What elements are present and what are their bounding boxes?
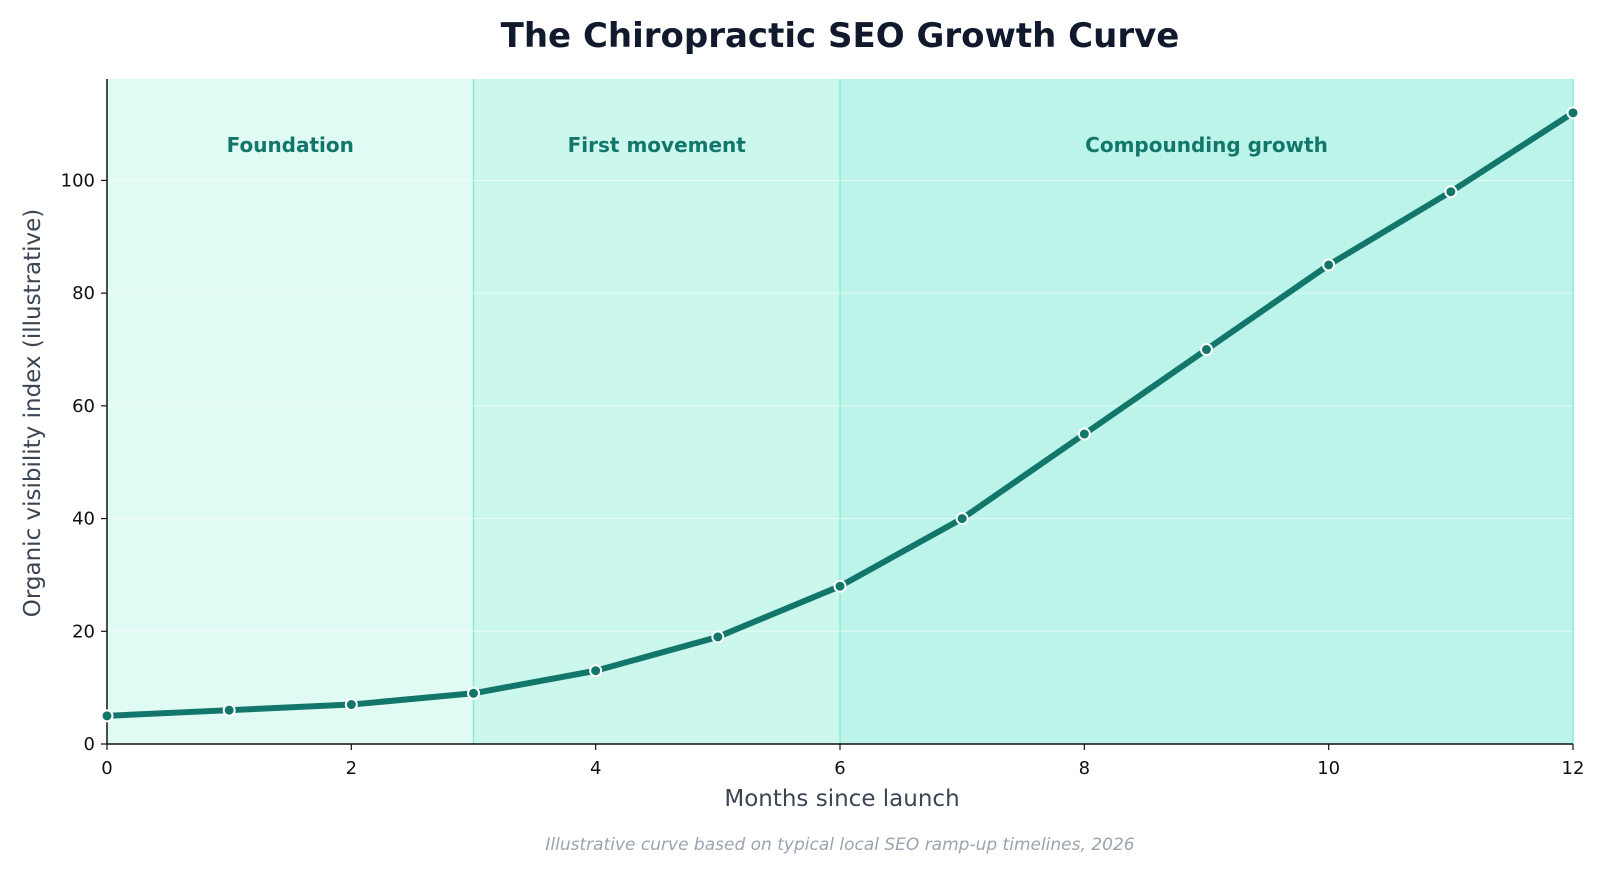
phase-label: Foundation [227, 133, 354, 157]
y-tick-label: 20 [72, 621, 95, 642]
y-tick-label: 60 [72, 396, 95, 417]
phase-label: Compounding growth [1085, 133, 1328, 157]
chart-caption: Illustrative curve based on typical loca… [545, 835, 1134, 855]
y-axis-label: Organic visibility index (illustrative) [20, 209, 46, 618]
x-tick-label: 2 [346, 758, 357, 779]
data-point [833, 579, 847, 593]
data-point [1077, 427, 1091, 441]
data-point [344, 698, 358, 712]
y-tick-label: 80 [72, 283, 95, 304]
phase-band [473, 79, 840, 744]
y-tick-label: 100 [61, 170, 95, 191]
x-tick-label: 4 [590, 758, 601, 779]
data-point [1444, 185, 1458, 199]
x-tick-label: 6 [834, 758, 845, 779]
grid-lines [107, 179, 1573, 632]
x-tick-label: 10 [1317, 758, 1340, 779]
phase-bands [107, 79, 1574, 744]
phase-band [107, 79, 474, 744]
data-point [467, 686, 480, 700]
x-tick-label: 0 [101, 758, 112, 779]
data-point [1200, 343, 1213, 357]
data-point [711, 630, 725, 644]
data-point [955, 512, 969, 526]
data-point [589, 664, 603, 678]
data-point [100, 709, 114, 723]
phase-label: First movement [568, 133, 747, 157]
y-tick-label: 40 [72, 509, 95, 530]
y-tick-label: 0 [84, 734, 95, 755]
phase-labels: Foundation First movement Compounding grow… [227, 133, 1328, 157]
data-point [222, 703, 236, 717]
x-axis-label: Months since launch [724, 786, 959, 812]
chart-title: The Chiropractic SEO Growth Curve [501, 16, 1180, 56]
x-tick-label: 12 [1562, 758, 1585, 779]
data-point [1322, 258, 1336, 272]
tick-labels: 0 2 4 6 8 10 12 0 20 40 60 80 100 [61, 170, 1585, 779]
series-layer [100, 106, 1580, 723]
x-tick-label: 8 [1079, 758, 1090, 779]
phase-band [840, 79, 1573, 744]
data-point [1566, 106, 1580, 120]
